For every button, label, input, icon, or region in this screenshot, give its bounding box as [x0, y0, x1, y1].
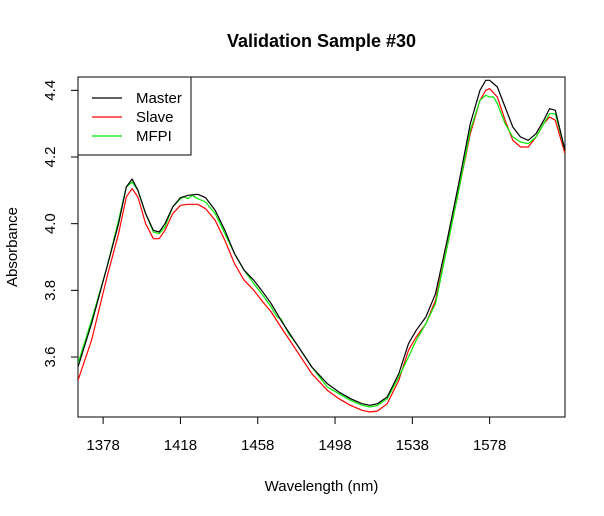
legend-label-mfpi: MFPI [136, 128, 172, 145]
series-line-slave [78, 88, 565, 413]
x-tick-label: 1378 [86, 437, 119, 454]
x-axis: 1378 1418 1458 1498 1538 1578 [86, 416, 506, 454]
series-line-master [78, 79, 565, 406]
x-tick-label: 1458 [241, 437, 274, 454]
x-tick-label: 1538 [396, 437, 429, 454]
x-axis-label: Wavelength (nm) [265, 478, 379, 495]
y-tick-label: 3.8 [42, 280, 59, 301]
legend-box [77, 76, 192, 156]
x-tick-label: 1418 [164, 437, 197, 454]
chart-title: Validation Sample #30 [227, 31, 416, 51]
y-tick-label: 4.0 [42, 213, 59, 234]
x-tick-label: 1498 [318, 437, 351, 454]
legend-label-master: Master [136, 90, 182, 107]
x-tick-label: 1578 [473, 437, 506, 454]
y-tick-label: 4.4 [42, 80, 59, 101]
y-tick-label: 4.2 [42, 147, 59, 168]
y-axis-label: Absorbance [4, 207, 21, 287]
legend: Master Slave MFPI [77, 76, 192, 156]
y-axis: 3.6 3.8 4.0 4.2 4.4 [42, 80, 79, 368]
y-tick-label: 3.6 [42, 347, 59, 368]
legend-label-slave: Slave [136, 109, 174, 126]
series-layer [78, 79, 565, 413]
